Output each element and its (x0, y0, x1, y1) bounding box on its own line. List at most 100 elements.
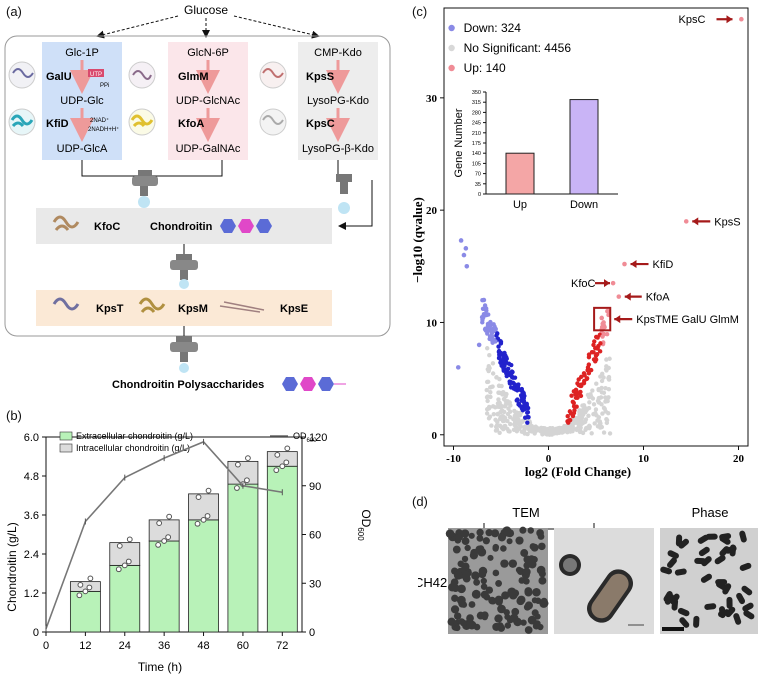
bar-extracellular (109, 564, 141, 633)
kpsm-label: KpsM (178, 303, 208, 315)
point-ns (497, 430, 502, 435)
point-ns (498, 403, 504, 408)
point-down (495, 331, 500, 336)
point-up (579, 374, 584, 380)
bar-replicate-dot (87, 575, 94, 582)
point-ns (484, 395, 490, 400)
tem-cell (480, 583, 488, 590)
point-ns (605, 395, 611, 401)
c-xlabel: log2 (Fold Change) (525, 464, 631, 479)
kfoc-protein-icon (52, 215, 80, 231)
point-ns (498, 416, 503, 422)
point-up (582, 373, 587, 378)
bar-intracellular (148, 519, 180, 542)
point-ns (570, 428, 575, 434)
tem-cell (460, 619, 467, 627)
point-up (586, 352, 592, 357)
point-up (600, 334, 605, 339)
tem-cell (461, 537, 470, 546)
point-ns (606, 375, 611, 381)
panel-a-label: (a) (6, 4, 22, 19)
phase-cell (660, 566, 673, 575)
point-ns (490, 361, 496, 366)
point-ns (607, 431, 613, 436)
point-ns (503, 394, 508, 399)
inset-y-tick-label: 350 (472, 90, 481, 96)
tem-cell (492, 545, 499, 552)
bar-intracellular (227, 460, 259, 485)
tem-cell (471, 571, 480, 580)
annotation-arrowhead (630, 260, 637, 269)
tem-cell (464, 544, 471, 552)
point-ns (587, 400, 592, 405)
tem-cell (487, 554, 494, 561)
annotation-label: KfoA (646, 292, 671, 304)
point-ns (580, 407, 585, 413)
tem-cell (492, 569, 500, 577)
point-down (485, 321, 491, 327)
phase-cell (739, 530, 747, 543)
point-ns (501, 415, 507, 420)
point-down (504, 373, 509, 379)
bar-replicate-dot (77, 581, 84, 588)
point-ns (593, 411, 598, 416)
b-x-tick-label: 36 (158, 640, 170, 652)
legend-extracellular: Extracellular chondroitin (g/L) (76, 431, 193, 441)
point-ns (601, 430, 607, 435)
nadh: 2NADH+H⁺ (88, 126, 119, 133)
point-ns (599, 402, 604, 407)
point-down (461, 252, 467, 258)
kfoa: KfoA (178, 118, 204, 130)
inset-y-tick-label: 210 (472, 131, 481, 137)
point-up (585, 368, 590, 373)
point-ns (486, 404, 492, 410)
tem-cell (461, 570, 471, 580)
point-ns (586, 405, 592, 411)
tem-cell (500, 545, 507, 552)
point-ns (593, 407, 599, 412)
tem-cell (516, 596, 525, 606)
point-ns (507, 429, 512, 434)
inset-ylabel: Gene Number (453, 108, 465, 177)
point-ns (484, 387, 489, 393)
tem-cell (504, 622, 512, 629)
point-ns (538, 429, 544, 434)
tem-cell (503, 609, 510, 616)
point-up (567, 417, 573, 423)
tem-cell (452, 545, 461, 554)
point-up (739, 16, 744, 22)
point-down (496, 348, 502, 354)
tem-cell (497, 624, 506, 632)
chondroitin-label: Chondroitin (150, 221, 213, 233)
point-ns (516, 426, 522, 431)
point-ns (604, 368, 609, 373)
tem-cell (524, 588, 533, 597)
kpst-protein-icon (52, 297, 80, 311)
tem-cell (527, 555, 536, 563)
point-ns (497, 383, 502, 388)
point-ns (484, 411, 490, 416)
phase-cell (726, 596, 733, 609)
bar-extracellular (188, 519, 219, 633)
bar-replicate-dot (161, 538, 168, 544)
galu: GalU (46, 71, 72, 83)
point-ns (601, 405, 607, 411)
point-down (498, 339, 504, 345)
point-ns (600, 411, 605, 416)
point-down (463, 246, 469, 251)
b-y-tick-label: 4.8 (24, 471, 39, 483)
point-up (589, 350, 595, 355)
point-down (489, 330, 495, 336)
tem-cell (461, 562, 470, 571)
point-ns (584, 426, 589, 431)
legend-dot (448, 64, 455, 72)
nad: 2NAD⁺ (90, 117, 109, 124)
point-up (622, 261, 627, 267)
b-y-tick-label: 1.2 (24, 588, 39, 600)
highlight-box (593, 306, 612, 332)
bar-extracellular (148, 540, 180, 633)
point-ns (583, 417, 589, 422)
tem-cell (445, 529, 455, 538)
annotation-label: KpsC (679, 14, 706, 26)
point-up (571, 410, 577, 416)
